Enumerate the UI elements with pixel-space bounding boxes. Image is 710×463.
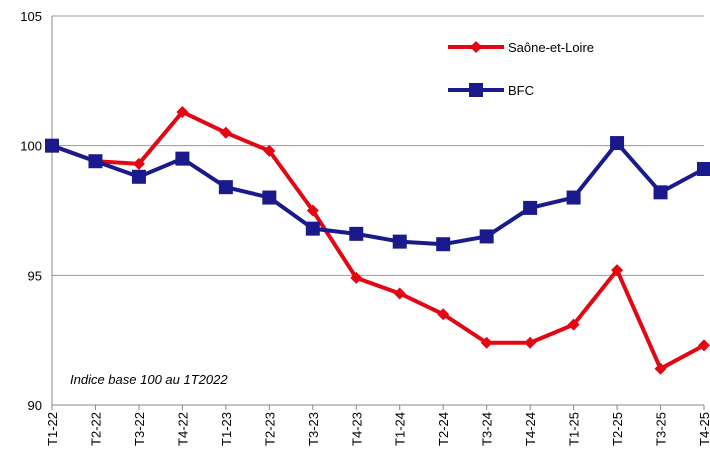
marker — [132, 157, 145, 170]
legend-label: Saône-et-Loire — [508, 40, 594, 55]
marker — [176, 105, 189, 118]
x-tick-label: T2-25 — [610, 412, 625, 446]
y-tick-label: 90 — [28, 398, 42, 413]
marker — [45, 138, 59, 153]
marker — [219, 126, 232, 139]
marker — [437, 308, 450, 321]
x-tick-label: T1-24 — [393, 412, 408, 446]
marker — [131, 169, 146, 184]
x-tick-label: T4-24 — [523, 412, 538, 446]
marker — [393, 287, 406, 300]
x-tick-label: T1-22 — [45, 412, 60, 446]
x-tick-label: T4-23 — [349, 412, 364, 446]
marker — [654, 362, 667, 375]
marker — [88, 154, 103, 169]
x-tick-label: T1-23 — [219, 412, 234, 446]
marker — [175, 151, 190, 166]
x-tick-label: T4-25 — [697, 412, 710, 446]
x-tick-label: T4-22 — [175, 412, 190, 446]
x-tick-label: T2-23 — [262, 412, 277, 446]
marker — [305, 221, 320, 236]
marker — [350, 271, 363, 284]
marker — [697, 162, 710, 177]
marker — [610, 136, 625, 151]
marker — [349, 226, 364, 241]
marker — [306, 204, 319, 217]
marker — [523, 200, 538, 215]
x-tick-label: T2-22 — [88, 412, 103, 446]
series-line — [51, 109, 705, 371]
marker — [262, 190, 277, 205]
marker — [567, 318, 580, 331]
marker — [479, 229, 494, 244]
marker — [263, 144, 276, 157]
x-tick-label: T3-25 — [654, 412, 669, 446]
marker — [480, 336, 493, 349]
x-tick-label: T1-25 — [567, 412, 582, 446]
x-tick-label: T3-22 — [132, 412, 147, 446]
y-tick-label: 105 — [20, 9, 42, 24]
marker — [653, 185, 668, 200]
marker — [392, 234, 407, 249]
y-tick-label: 100 — [20, 139, 42, 154]
marker — [566, 190, 581, 205]
x-tick-label: T3-24 — [480, 412, 495, 446]
marker — [436, 237, 451, 252]
x-tick-label: T2-24 — [436, 412, 451, 446]
marker — [524, 336, 537, 349]
annotation: Indice base 100 au 1T2022 — [70, 372, 228, 387]
marker — [469, 83, 483, 97]
legend-label: BFC — [508, 83, 534, 98]
marker — [611, 264, 624, 277]
marker — [470, 41, 482, 53]
x-tick-label: T3-23 — [306, 412, 321, 446]
marker — [218, 180, 233, 195]
y-tick-label: 95 — [28, 268, 42, 283]
marker — [698, 339, 710, 352]
series-line — [51, 141, 705, 247]
